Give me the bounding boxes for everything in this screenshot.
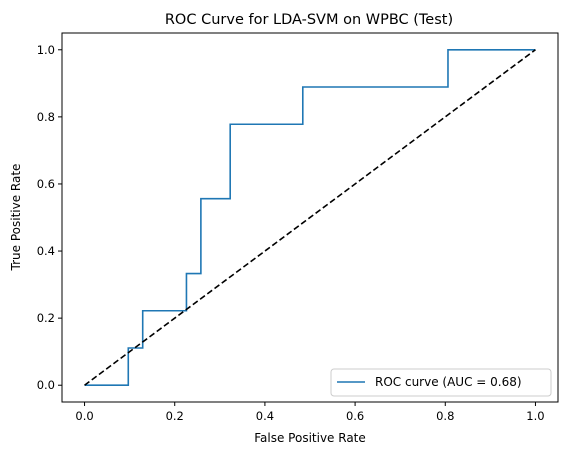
y-tick-label: 1.0 [37,43,55,57]
y-tick-label: 0.8 [37,110,55,124]
legend-label-roc: ROC curve (AUC = 0.68) [375,375,522,389]
legend: ROC curve (AUC = 0.68) [330,368,552,397]
y-tick-label: 0.0 [37,378,55,392]
x-tick-label: 0.2 [166,409,184,423]
x-tick-label: 0.6 [346,409,364,423]
plot-frame [61,32,559,403]
y-axis-ticks: 0.0 0.2 0.4 0.6 0.8 1.0 [37,43,62,392]
chance-diagonal-line [84,49,536,386]
x-tick-label: 0.0 [75,409,93,423]
x-tick-label: 1.0 [526,409,544,423]
y-tick-label: 0.6 [37,177,55,191]
y-axis-label: True Positive Rate [9,164,23,272]
y-tick-label: 0.2 [37,311,55,325]
x-axis-ticks: 0.0 0.2 0.4 0.6 0.8 1.0 [75,402,545,423]
x-tick-label: 0.4 [256,409,274,423]
legend-box [330,368,552,397]
x-axis-label: False Positive Rate [254,431,366,445]
series-layer [84,48,536,387]
x-tick-label: 0.8 [436,409,454,423]
y-tick-label: 0.4 [37,244,55,258]
chart-title: ROC Curve for LDA-SVM on WPBC (Test) [165,12,453,28]
